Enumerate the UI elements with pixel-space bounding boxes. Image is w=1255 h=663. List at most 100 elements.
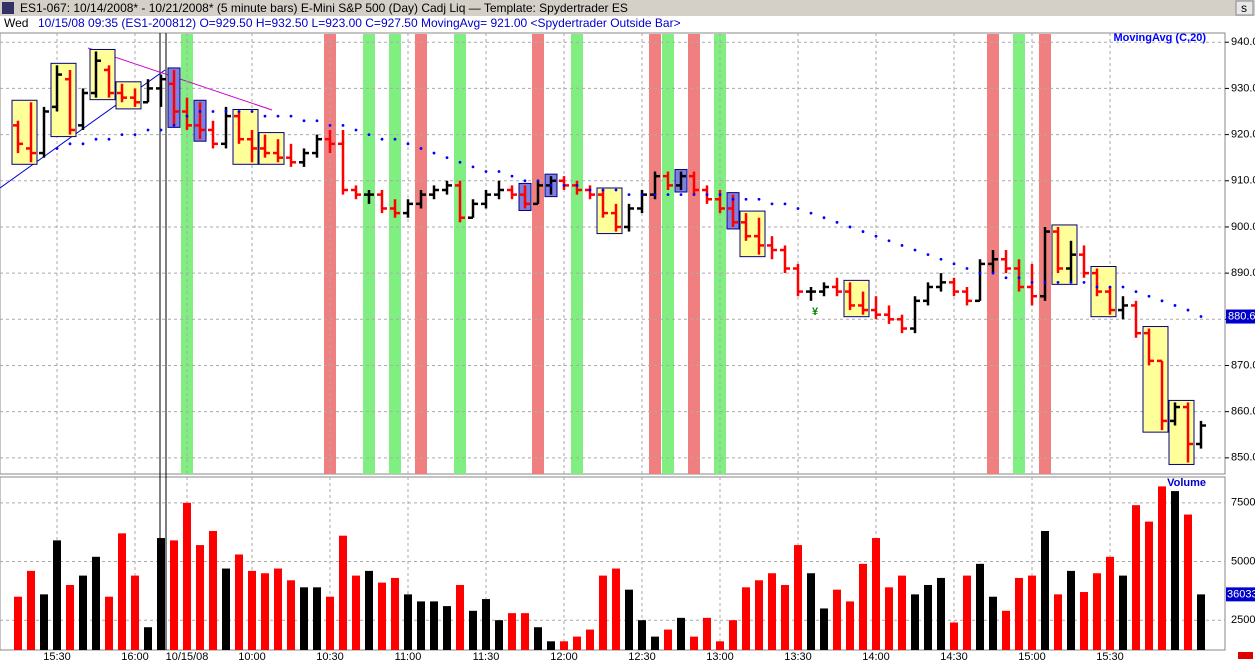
y-tick-label: 2500 <box>1231 614 1255 626</box>
ma-dot <box>354 128 358 132</box>
volume-bar <box>508 613 516 650</box>
y-tick-label: 870.0 <box>1231 359 1255 371</box>
ma-dot <box>861 230 865 233</box>
volume-bar <box>716 641 724 650</box>
volume-bar <box>378 582 386 650</box>
corner-button[interactable] <box>1235 0 1254 16</box>
ma-dot <box>1173 304 1177 307</box>
y-tick-label: 900.0 <box>1231 221 1255 233</box>
ma-dot <box>1186 308 1190 312</box>
volume-bar <box>950 622 958 650</box>
volume-bar <box>794 545 802 650</box>
volume-bar <box>547 641 555 650</box>
ma-dot <box>224 110 228 113</box>
highlight-band <box>415 34 427 474</box>
volume-bar <box>66 584 74 650</box>
highlight-band <box>649 34 661 474</box>
last-value-label: 880.6 <box>1228 310 1255 322</box>
ma-dot <box>1004 276 1008 280</box>
pattern-box <box>11 99 38 165</box>
ma-dot <box>835 220 839 224</box>
ma-dot <box>575 183 579 187</box>
x-tick-label: 11:00 <box>395 651 422 663</box>
ma-dot <box>263 114 267 118</box>
volume-bar <box>989 596 997 650</box>
x-tick-label: 15:30 <box>43 651 71 663</box>
title-bar <box>0 0 1255 16</box>
volume-bar <box>1054 594 1062 650</box>
volume-bar <box>924 584 932 650</box>
ma-dot <box>1056 280 1060 284</box>
ma-dot <box>94 137 98 141</box>
pattern-box <box>115 81 142 110</box>
volume-bar <box>1080 592 1088 650</box>
volume-bar <box>482 599 490 650</box>
ma-dot <box>211 110 215 113</box>
volume-bar <box>1028 575 1036 650</box>
volume-bar <box>1145 521 1153 650</box>
ma-dot <box>640 193 644 197</box>
y-tick-label: 890.0 <box>1231 267 1255 279</box>
volume-bar <box>443 606 451 650</box>
volume-bar <box>495 620 503 650</box>
ma-dot <box>744 197 748 201</box>
legend-entry: MovingAvg (C,20) <box>1114 32 1207 44</box>
pattern-box <box>1142 326 1169 433</box>
ma-dot <box>484 170 488 173</box>
last-value-label: 36033 <box>1227 588 1255 600</box>
volume-bar <box>118 533 126 650</box>
highlight-band <box>662 34 674 474</box>
volume-bar <box>469 610 477 650</box>
volume-bar <box>651 636 659 650</box>
volume-bar <box>1184 514 1192 650</box>
ma-dot <box>198 110 202 113</box>
ma-dot <box>796 207 800 210</box>
volume-bar <box>963 575 971 650</box>
volume-bar <box>261 573 269 650</box>
x-tick-label: 10:30 <box>316 651 344 663</box>
signal-icon: ¥ <box>812 306 819 318</box>
volume-bar <box>976 563 984 650</box>
ma-dot <box>276 114 280 118</box>
header-day: Wed <box>4 16 28 30</box>
volume-bar <box>1197 594 1205 650</box>
pattern-box <box>1051 224 1078 285</box>
volume-bar <box>742 587 750 650</box>
ma-dot <box>887 239 891 243</box>
ma-dot <box>1147 294 1151 298</box>
highlight-band <box>181 34 193 474</box>
ma-dot <box>783 202 787 206</box>
y-tick-label: 860.0 <box>1231 406 1255 418</box>
pattern-box <box>50 62 77 138</box>
corner-label[interactable]: s <box>1241 1 1247 15</box>
x-tick-label: 12:00 <box>550 651 578 663</box>
ma-dot <box>55 147 59 150</box>
volume-bar <box>586 629 594 650</box>
ma-dot <box>497 170 501 173</box>
ma-dot <box>68 142 72 146</box>
ma-dot <box>1043 280 1047 284</box>
volume-bar <box>1171 491 1179 650</box>
x-tick-label: 12:30 <box>628 651 656 663</box>
volume-bar <box>690 636 698 650</box>
ma-dot <box>757 197 761 201</box>
ma-dot <box>380 137 384 141</box>
volume-bar <box>196 545 204 650</box>
ma-dot <box>1069 280 1073 284</box>
ma-dot <box>406 142 410 146</box>
panel-title: Volume <box>1167 477 1206 489</box>
y-tick-label: 930.0 <box>1231 82 1255 94</box>
ma-dot <box>237 110 241 113</box>
y-tick-label: 910.0 <box>1231 175 1255 187</box>
volume-bar <box>612 568 620 650</box>
ma-dot <box>367 133 371 136</box>
volume-bar <box>326 596 334 650</box>
volume-bar <box>677 617 685 650</box>
bands <box>181 34 1051 474</box>
volume-bar <box>521 613 529 650</box>
ma-dot <box>1095 285 1099 289</box>
volume-bar <box>53 540 61 650</box>
ma-dot <box>666 193 670 197</box>
ma-dot <box>588 188 592 192</box>
